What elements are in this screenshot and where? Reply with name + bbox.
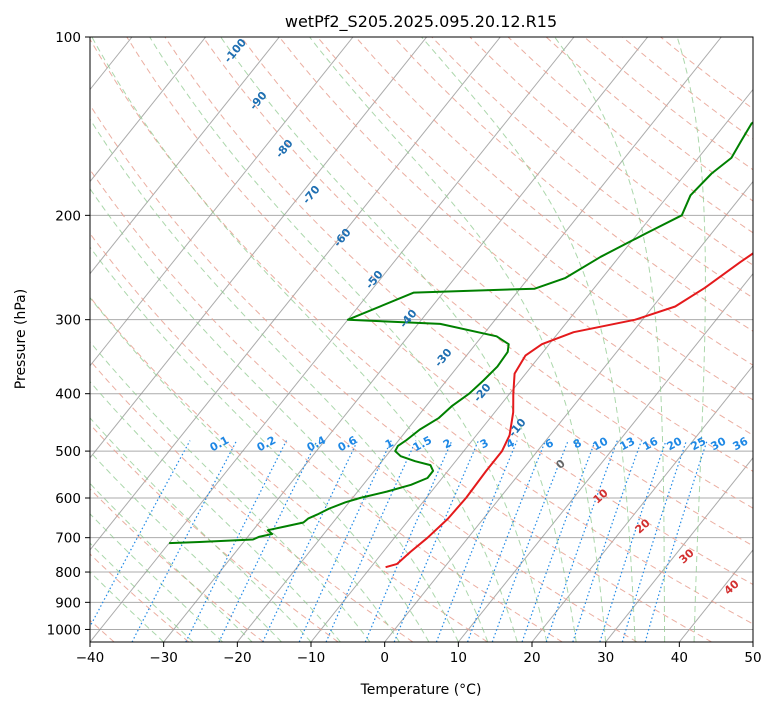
- dry-adiabat-line: [317, 37, 753, 401]
- isotherm-line: [384, 180, 753, 642]
- isotherm-line: [90, 37, 428, 459]
- dewpoint-profile-line: [169, 121, 753, 545]
- chart-title: wetPf2_S205.2025.095.20.12.R15: [285, 12, 557, 32]
- y-tick-label: 1000: [47, 622, 81, 638]
- x-tick-label: 30: [597, 650, 614, 666]
- moist-adiabat-line: [90, 513, 223, 642]
- moist-adiabat-line: [90, 187, 459, 642]
- y-tick-label: 300: [55, 313, 81, 329]
- x-tick-label: −20: [223, 650, 252, 666]
- mixing-ratio-line: [644, 440, 708, 642]
- mixing-ratio-label: 16: [641, 434, 661, 453]
- dry-adiabat-line: [278, 37, 753, 436]
- mixing-ratio-label: 20: [665, 434, 685, 453]
- y-tick-label: 100: [55, 30, 81, 46]
- isotherm-line: [90, 37, 501, 551]
- temperature-profile-line: [385, 252, 753, 569]
- mixing-ratio-line: [599, 440, 667, 642]
- mixing-ratio-label: 30: [709, 434, 729, 453]
- y-axis-title: Pressure (hPa): [13, 289, 29, 389]
- moist-adiabat-line: [91, 37, 518, 642]
- dry-adiabat-line: [90, 232, 563, 642]
- mixing-ratio-label: 10: [591, 434, 611, 453]
- moist-adiabat-line: [90, 341, 371, 642]
- plot-frame: [89, 36, 754, 643]
- background-lines: [90, 37, 753, 642]
- x-tick-label: 20: [523, 650, 540, 666]
- mixing-ratio-label: 25: [689, 435, 709, 454]
- moist-adiabat-line: [90, 571, 165, 642]
- mixing-ratio-label: 36: [731, 434, 751, 453]
- x-tick-label: −10: [297, 650, 326, 666]
- isotherm-line: [531, 364, 753, 642]
- y-tick-label: 200: [55, 208, 81, 224]
- y-tick-label: 900: [55, 595, 81, 611]
- moist-adiabat-line: [676, 37, 706, 642]
- moist-adiabat-line: [90, 542, 194, 642]
- dry-adiabat-line: [393, 37, 753, 332]
- y-tick-label: 400: [55, 387, 81, 403]
- isotherm-line: [90, 37, 207, 183]
- x-axis-title: Temperature (°C): [360, 682, 482, 698]
- y-tick-label: 800: [55, 565, 81, 581]
- x-tick-label: −30: [149, 650, 178, 666]
- isotherm-line: [90, 37, 575, 642]
- moist-adiabat-line: [90, 118, 489, 642]
- x-tick-label: −40: [76, 650, 105, 666]
- x-tick-label: 0: [380, 650, 389, 666]
- isotherm-line: [457, 272, 753, 642]
- profile-lines: [169, 121, 753, 569]
- moist-adiabat-line: [421, 37, 636, 642]
- dry-adiabat-line: [202, 37, 753, 509]
- mixing-ratio-line: [185, 440, 288, 642]
- moist-adiabat-line: [90, 482, 253, 642]
- dry-adiabat-line: [90, 359, 414, 642]
- mixing-ratio-line: [521, 440, 596, 642]
- dry-adiabat-line: [164, 37, 753, 547]
- mixing-ratio-label: 13: [618, 435, 638, 454]
- y-tick-label: 500: [55, 444, 81, 460]
- mixing-ratio-line: [298, 440, 392, 642]
- moist-adiabat-line: [90, 450, 282, 642]
- moist-adiabat-line: [90, 296, 400, 642]
- dry-adiabat-line: [90, 296, 488, 642]
- isotherm-line: [605, 457, 753, 642]
- dry-adiabat-line: [90, 423, 339, 642]
- dry-adiabat-line: [355, 37, 753, 366]
- mixing-ratio-line: [218, 440, 318, 642]
- moist-adiabat-line: [220, 37, 577, 642]
- dry-adiabat-line: [90, 553, 190, 642]
- mixing-ratio-line: [90, 440, 191, 628]
- y-tick-label: 700: [55, 531, 81, 547]
- dry-adiabat-line: [90, 38, 753, 625]
- mixing-ratio-line: [621, 440, 687, 642]
- isotherm-line: [90, 37, 354, 367]
- isotherm-line: [236, 37, 722, 642]
- isotherm-line: [163, 37, 649, 642]
- dry-adiabat-line: [90, 104, 712, 642]
- y-tick-label: 600: [55, 491, 81, 507]
- dry-adiabat-line: [126, 37, 753, 586]
- isotherm-line: [90, 37, 280, 275]
- x-tick-label: 10: [450, 650, 467, 666]
- x-tick-label: 40: [671, 650, 688, 666]
- mixing-ratio-line: [491, 440, 569, 642]
- mixing-ratio-line: [325, 440, 417, 642]
- mixing-ratio-line: [393, 440, 479, 642]
- mixing-ratio-line: [545, 440, 618, 642]
- moist-adiabat-line: [554, 37, 666, 642]
- moist-adiabat-line: [309, 37, 607, 642]
- x-tick-label: 50: [744, 650, 761, 666]
- axes: −40 −30 −20 −10 0 10 20 30 40 50 100 200 300 400 500 60…: [47, 30, 762, 666]
